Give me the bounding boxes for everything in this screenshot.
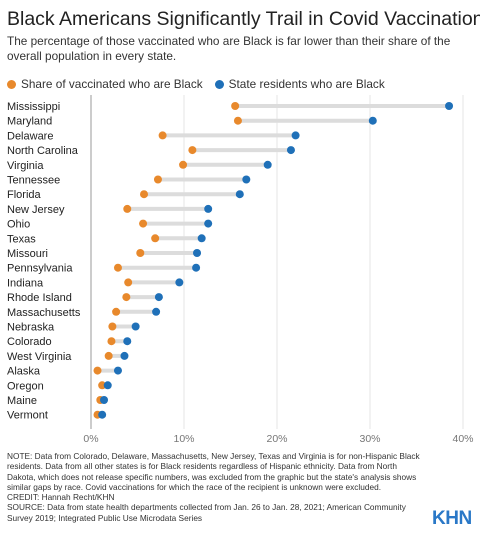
- state-label: Pennsylvania: [7, 263, 73, 275]
- notes: NOTE: Data from Colorado, Delaware, Mass…: [7, 451, 427, 523]
- state-label: Massachusetts: [7, 307, 81, 319]
- point-residents: [235, 190, 244, 199]
- state-label: Oregon: [7, 380, 44, 392]
- legend-item-residents: State residents who are Black: [214, 77, 385, 91]
- point-residents: [192, 263, 201, 272]
- point-residents: [120, 351, 129, 360]
- state-label: Vermont: [7, 410, 48, 422]
- state-label: Delaware: [7, 130, 53, 142]
- point-vaccinated: [158, 131, 167, 140]
- state-label: Texas: [7, 233, 36, 245]
- state-label: New Jersey: [7, 204, 65, 216]
- point-residents: [445, 102, 454, 110]
- x-tick-label: 30%: [359, 433, 380, 445]
- point-vaccinated: [107, 337, 116, 346]
- chart-title: Black Americans Significantly Trail in C…: [7, 8, 480, 30]
- point-residents: [103, 381, 112, 390]
- legend-item-vaccinated: Share of vaccinated who are Black: [7, 77, 203, 91]
- point-residents: [154, 293, 163, 302]
- point-vaccinated: [139, 219, 148, 228]
- point-residents: [368, 116, 377, 125]
- point-residents: [98, 410, 107, 419]
- point-vaccinated: [124, 278, 133, 287]
- source-text: SOURCE: Data from state health departmen…: [7, 502, 406, 523]
- x-tick-label: 10%: [173, 433, 194, 445]
- chart-subtitle: The percentage of those vaccinated who a…: [7, 34, 451, 63]
- x-tick-label: 40%: [452, 433, 473, 445]
- legend-dot-vaccinated: [7, 79, 16, 89]
- legend-dot-residents: [214, 79, 224, 89]
- point-residents: [242, 175, 251, 184]
- point-vaccinated: [113, 263, 122, 272]
- point-vaccinated: [122, 293, 131, 302]
- point-vaccinated: [231, 102, 240, 110]
- note-text: NOTE: Data from Colorado, Delaware, Mass…: [7, 451, 420, 492]
- point-residents: [291, 131, 300, 140]
- point-vaccinated: [93, 366, 102, 375]
- point-residents: [193, 249, 202, 257]
- state-label: Maine: [7, 395, 37, 407]
- credit-text: CREDIT: Hannah Recht/KHN: [7, 492, 115, 503]
- point-residents: [113, 366, 122, 375]
- state-label: Nebraska: [7, 322, 55, 334]
- state-label: Maryland: [7, 116, 52, 128]
- x-tick-label: 0%: [83, 433, 98, 445]
- point-vaccinated: [179, 160, 188, 169]
- point-residents: [286, 146, 295, 155]
- point-residents: [197, 234, 206, 243]
- point-vaccinated: [104, 351, 113, 360]
- point-residents: [204, 219, 213, 228]
- point-residents: [131, 322, 140, 331]
- state-label: West Virginia: [7, 351, 72, 363]
- point-residents: [204, 204, 213, 213]
- state-label: North Carolina: [7, 145, 79, 157]
- point-residents: [123, 337, 132, 346]
- state-label: Rhode Island: [7, 292, 72, 304]
- point-residents: [152, 307, 161, 316]
- point-vaccinated: [112, 307, 121, 316]
- point-residents: [263, 160, 272, 169]
- point-vaccinated: [123, 204, 132, 213]
- state-label: Indiana: [7, 277, 44, 289]
- x-tick-label: 20%: [266, 433, 287, 445]
- point-vaccinated: [151, 234, 160, 243]
- point-vaccinated: [108, 322, 117, 331]
- point-vaccinated: [153, 175, 162, 184]
- point-vaccinated: [233, 116, 242, 125]
- point-vaccinated: [136, 249, 145, 257]
- point-vaccinated: [140, 190, 149, 199]
- state-label: Alaska: [7, 366, 41, 378]
- point-residents: [100, 396, 109, 404]
- state-label: Mississippi: [7, 101, 60, 113]
- legend-label-vaccinated: Share of vaccinated who are Black: [21, 77, 203, 91]
- state-label: Virginia: [7, 160, 44, 172]
- legend: Share of vaccinated who are Black State …: [7, 77, 397, 91]
- state-label: Florida: [7, 189, 42, 201]
- state-label: Colorado: [7, 336, 52, 348]
- legend-label-residents: State residents who are Black: [228, 77, 385, 91]
- state-label: Missouri: [7, 248, 48, 260]
- point-vaccinated: [98, 381, 107, 390]
- dumbbell-chart: Mississippi Maryland Delaware North Carolin…: [7, 95, 474, 445]
- state-label: Tennessee: [7, 175, 60, 187]
- state-label: Ohio: [7, 219, 30, 231]
- point-residents: [175, 278, 184, 287]
- point-vaccinated: [188, 146, 197, 155]
- khn-logo: KHN: [432, 508, 472, 529]
